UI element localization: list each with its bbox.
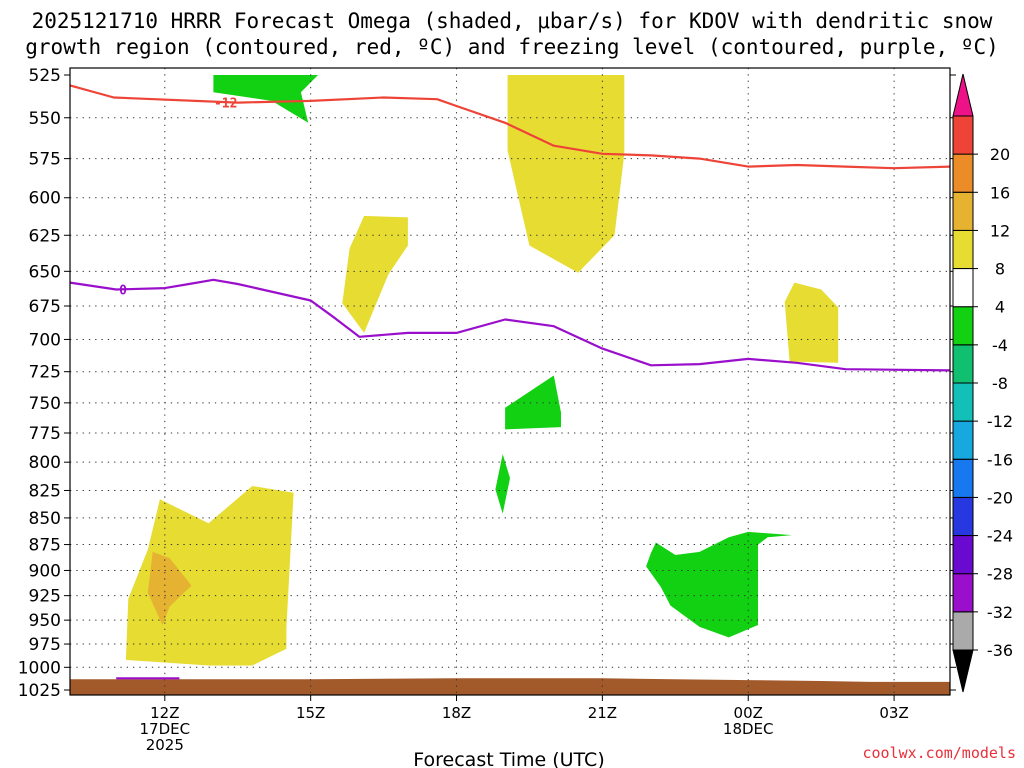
colorbar-segment-13: [952, 115, 974, 155]
x-axis-label: Forecast Time (UTC): [413, 749, 604, 768]
chart-title-line2: growth region (contoured, red, ºC) and f…: [25, 35, 999, 59]
y-tick-label-725: 725: [29, 363, 61, 383]
y-axis: 525 550 575 600 625 650 675 700 725 750 775 800 825 8…: [18, 66, 956, 701]
contour-label-dendritic: -12: [214, 97, 237, 112]
y-tick-label-700: 700: [29, 330, 61, 350]
y-tick-label-650: 650: [29, 262, 61, 282]
chart-title-line1: 2025121710 HRRR Forecast Omega (shaded, …: [31, 9, 993, 33]
y-tick-label-900: 900: [29, 561, 61, 581]
y-tick-label-850: 850: [29, 509, 61, 529]
y-tick-label-800: 800: [29, 453, 61, 473]
contour-lines: -12 0: [69, 84, 951, 680]
colorbar-label-1: -32: [987, 603, 1013, 622]
credit-text[interactable]: coolwx.com/models: [862, 744, 1016, 762]
x-tick-label-12Z-1: 17DEC: [140, 720, 191, 738]
colorbar-label-3: -24: [987, 527, 1013, 546]
omega-region-0: [507, 75, 625, 273]
contour-line-0: [69, 84, 951, 170]
chart-title: 2025121710 HRRR Forecast Omega (shaded, …: [0, 8, 1024, 60]
y-tick-label-1025: 1025: [18, 681, 61, 701]
colorbar-label-5: -16: [987, 450, 1013, 469]
omega-region-6: [505, 375, 561, 430]
y-tick-label-950: 950: [29, 611, 61, 631]
colorbar-segment-3: [952, 496, 974, 536]
x-tick-label-18Z-0: 18Z: [442, 704, 471, 722]
y-tick-label-575: 575: [29, 150, 61, 170]
colorbar-segment-1: [952, 573, 974, 613]
y-tick-label-875: 875: [29, 536, 61, 556]
contour-label-freezing: 0: [119, 284, 127, 299]
x-tick-label-00Z-1: 18DEC: [723, 720, 774, 738]
x-tick-label-15Z-0: 15Z: [296, 704, 325, 722]
y-tick-label-925: 925: [29, 587, 61, 607]
colorbar-label-11: 12: [990, 221, 1010, 240]
y-tick-label-550: 550: [29, 109, 61, 129]
terrain-layer: [70, 678, 950, 695]
colorbar-label-6: -12: [987, 412, 1013, 431]
colorbar-label-10: 8: [995, 260, 1005, 279]
omega-region-3: [125, 486, 294, 666]
x-tick-label-12Z-2: 2025: [146, 736, 184, 754]
colorbar-segment-5: [952, 420, 974, 460]
y-tick-label-750: 750: [29, 394, 61, 414]
colorbar-under-triangle: [952, 649, 974, 693]
omega-region-2: [784, 282, 839, 363]
colorbar-segment-6: [952, 382, 974, 422]
y-tick-label-975: 975: [29, 635, 61, 655]
colorbar-segment-9: [952, 268, 974, 308]
colorbar-over-triangle: [952, 73, 974, 117]
y-tick-label-675: 675: [29, 297, 61, 317]
colorbar-segment-10: [952, 229, 974, 269]
plot-frame: [69, 67, 951, 696]
colorbar-label-4: -20: [987, 488, 1013, 507]
omega-region-7: [495, 454, 510, 514]
colorbar-label-0: -36: [987, 641, 1013, 660]
terrain-fill: [70, 678, 950, 695]
colorbar-segment-4: [952, 458, 974, 498]
colorbar-label-13: 20: [990, 145, 1010, 164]
colorbar-segment-8: [952, 306, 974, 346]
contour-line-1: [69, 278, 951, 372]
omega-region-8: [646, 531, 792, 638]
colorbar-segment-12: [952, 153, 974, 193]
y-tick-label-775: 775: [29, 424, 61, 444]
y-tick-label-625: 625: [29, 226, 61, 246]
omega-region-5: [213, 75, 318, 123]
colorbar-segment-11: [952, 191, 974, 231]
colorbar-label-9: 4: [995, 298, 1005, 317]
omega-region-1: [342, 215, 408, 333]
x-tick-label-03Z-0: 03Z: [879, 704, 908, 722]
x-tick-label-12Z-0: 12Z: [150, 704, 179, 722]
x-tick-label-00Z-0: 00Z: [734, 704, 763, 722]
colorbar: -36 -32 -28 -24 -20 -16 -12 -8 -4 4 8 12 16 20: [952, 73, 1013, 693]
colorbar-label-7: -8: [992, 374, 1008, 393]
omega-shaded-regions: [125, 75, 839, 666]
colorbar-label-12: 16: [990, 183, 1010, 202]
colorbar-segment-7: [952, 344, 974, 384]
y-tick-label-1000: 1000: [18, 658, 61, 678]
y-tick-label-600: 600: [29, 189, 61, 209]
x-tick-label-21Z-0: 21Z: [588, 704, 617, 722]
colorbar-segment-0: [952, 611, 974, 651]
y-tick-label-525: 525: [29, 66, 61, 86]
colorbar-label-2: -28: [987, 565, 1013, 584]
colorbar-segment-2: [952, 535, 974, 575]
colorbar-label-8: -4: [992, 336, 1008, 355]
y-tick-label-825: 825: [29, 481, 61, 501]
